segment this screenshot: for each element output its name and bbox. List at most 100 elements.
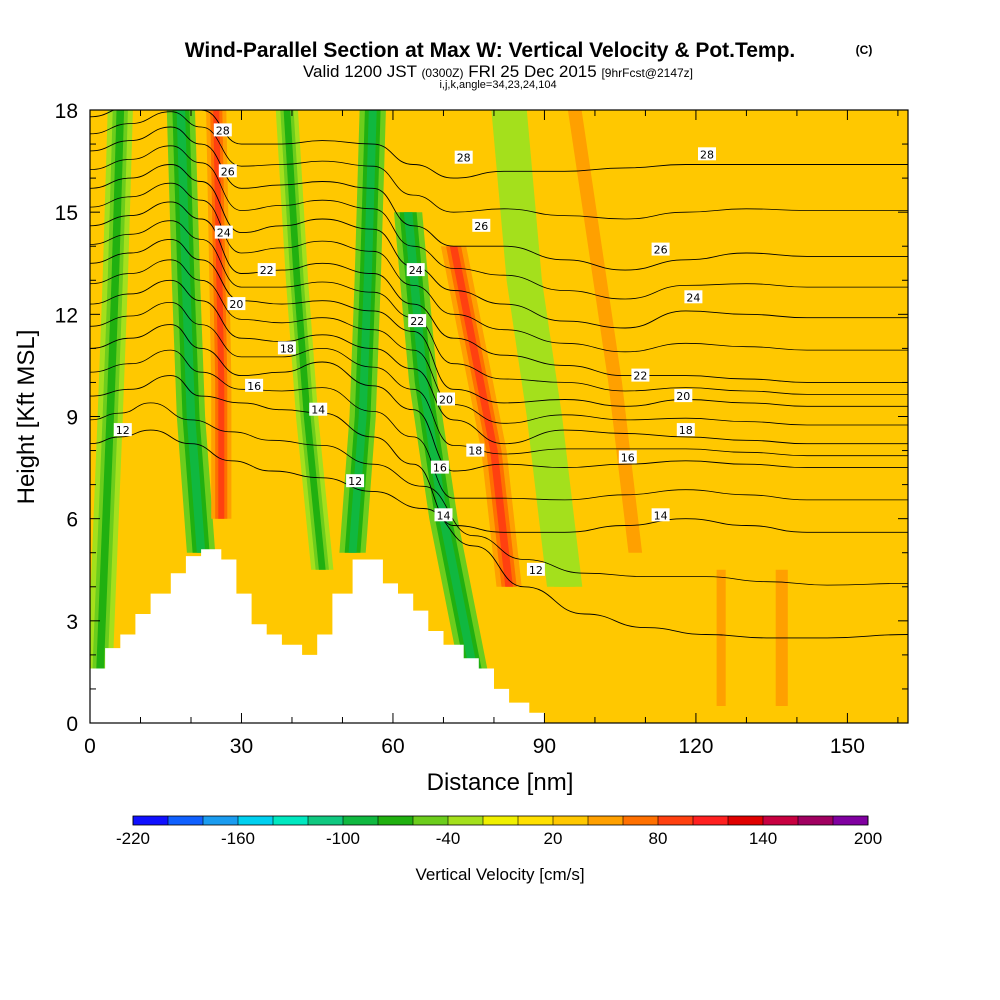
velocity-band (716, 569, 726, 706)
contour-label: 28 (454, 150, 473, 165)
theta-contour-line (90, 324, 908, 472)
velocity-band (96, 110, 125, 669)
colorbar-tick-label: -100 (326, 829, 360, 848)
contour-label-box (346, 474, 365, 488)
contour-label: 28 (698, 147, 716, 161)
contour-label-text: 18 (468, 445, 482, 458)
y-tick-label: 15 (55, 202, 78, 225)
colorbar-swatch (273, 816, 309, 825)
copyright-mark: (C) (856, 43, 873, 57)
contour-label-text: 24 (409, 264, 423, 277)
x-tick-label: 0 (84, 735, 96, 758)
colorbar-swatch (203, 816, 239, 825)
y-tick-label: 18 (55, 100, 78, 123)
colorbar-tick-label: 20 (544, 829, 563, 848)
contour-label-box (218, 164, 237, 178)
contour-label-box (277, 341, 296, 355)
contour-label-box (245, 378, 264, 392)
contour-label-text: 22 (410, 315, 424, 328)
colorbar-swatch (448, 816, 484, 825)
valid-date: FRI 25 Dec 2015 (468, 62, 597, 81)
contour-label: 26 (218, 164, 237, 178)
y-tick-label: 12 (55, 304, 78, 327)
contour-label: 12 (346, 474, 365, 488)
colorbar-frame (132, 815, 869, 826)
contour-label: 20 (437, 392, 455, 407)
colorbar-swatch (833, 816, 869, 825)
contour-label-box (651, 508, 670, 522)
colorbar-tick-label: -220 (116, 829, 150, 848)
contour-label-text: 12 (348, 475, 362, 488)
x-axis-title: Distance [nm] (427, 769, 574, 796)
colorbar-swatch (483, 816, 519, 825)
contour-label: 14 (309, 402, 328, 417)
contour-label-box (309, 402, 328, 416)
forecast-info: [9hrFcst@2147z] (601, 66, 693, 80)
contour-label: 22 (257, 263, 276, 277)
theta-contour-line (90, 201, 908, 383)
contour-label: 24 (684, 290, 703, 304)
contour-label-box (684, 290, 703, 304)
contour-label: 22 (631, 368, 650, 383)
contour-label: 14 (434, 508, 453, 522)
contour-labels: 12 12 12 14 14 14 16 16 16 18 18 18 20 20 20 22 22 22 24 24… (113, 123, 716, 577)
contour-label-text: 28 (457, 152, 471, 165)
x-tick-label: 150 (830, 735, 865, 758)
y-axis-title: Height [Kft MSL] (13, 330, 40, 505)
colorbar-swatch (308, 816, 344, 825)
terrain-mask (90, 549, 545, 723)
y-tick-label: 6 (66, 509, 78, 532)
colorbar-swatch (238, 816, 274, 825)
colorbar-swatch (133, 816, 169, 825)
colorbar-tick-label: 80 (649, 829, 668, 848)
chart-subtitle: Valid 1200 JST (0300Z) FRI 25 Dec 2015 [… (303, 62, 693, 81)
contour-label-text: 16 (621, 451, 635, 464)
x-axis: 0 30 60 90 120 150 (84, 110, 899, 758)
colorbar-swatch (658, 816, 694, 825)
colorbar-tick-label: -160 (221, 829, 255, 848)
theta-contour-line (90, 238, 908, 407)
colorbar-swatch (763, 816, 799, 825)
contour-label-box (213, 123, 232, 137)
contour-label: 20 (674, 389, 693, 403)
contour-label-text: 14 (437, 509, 451, 522)
contour-label-box (466, 443, 485, 457)
theta-contour-line (90, 375, 908, 533)
contour-label-box (454, 150, 473, 164)
contour-label-box (437, 392, 455, 406)
contour-label-box (472, 218, 491, 232)
colorbar-swatch (553, 816, 589, 825)
y-tick-label: 0 (66, 713, 78, 736)
velocity-band (176, 110, 206, 553)
contour-label: 22 (408, 314, 427, 328)
contour-label-text: 20 (676, 390, 690, 403)
y-axis: 0 3 6 9 12 15 18 (55, 100, 908, 736)
contour-label-text: 28 (700, 148, 714, 161)
velocity-band (403, 212, 478, 672)
colorbar-tick-label: 200 (854, 829, 882, 848)
y-tick-label: 3 (66, 611, 78, 634)
theta-contour-line (90, 111, 908, 220)
x-tick-label: 90 (533, 735, 556, 758)
contour-label-box (651, 242, 670, 256)
theta-contour-line (90, 279, 908, 445)
contour-label-text: 16 (433, 462, 447, 475)
contour-label: 18 (466, 443, 485, 458)
contour-label-box (257, 263, 276, 277)
contour-label: 18 (676, 423, 695, 437)
contour-label-text: 24 (217, 227, 231, 240)
contour-label-text: 14 (311, 404, 325, 417)
contour-label-box (227, 297, 246, 311)
colorbar (132, 815, 869, 826)
contour-label-box (430, 460, 449, 474)
colorbar-swatch (378, 816, 414, 825)
colorbar-tick-labels: -220 -160 -100 -40 20 80 140 200 (116, 829, 882, 848)
theta-contours (90, 110, 908, 639)
theta-contour-line (90, 145, 908, 300)
velocity-field-bands (90, 110, 802, 706)
contour-label: 16 (245, 378, 264, 393)
x-tick-label: 60 (381, 735, 404, 758)
contour-label: 16 (430, 460, 449, 475)
contour-label-text: 20 (439, 394, 453, 407)
contour-label-text: 22 (260, 264, 274, 277)
